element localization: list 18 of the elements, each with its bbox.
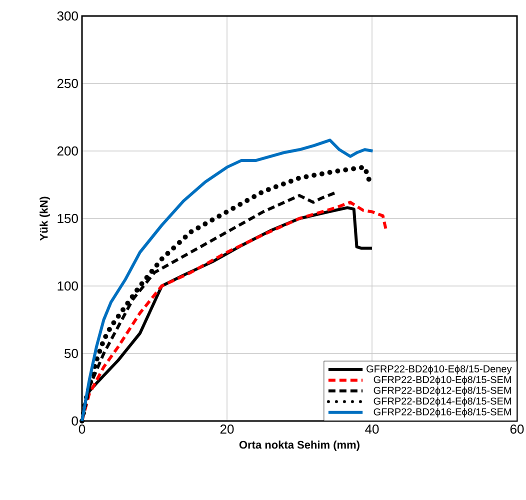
y-tick-label: 0 <box>72 416 78 426</box>
y-tick-label: 250 <box>57 78 78 88</box>
legend-label: GFRP22-BD2ϕ10-Eϕ8/15-Deney <box>366 365 512 374</box>
y-axis-title: Yük (kN) <box>40 196 50 241</box>
x-tick-label: 0 <box>78 424 86 434</box>
x-tick-label: 40 <box>365 424 379 434</box>
y-tick-label: 50 <box>64 348 78 358</box>
y-tick-label: 300 <box>57 11 78 21</box>
x-axis-title: Orta nokta Sehim (mm) <box>239 440 360 451</box>
legend-label: GFRP22-BD2ϕ14-Eϕ8/15-SEM <box>374 397 511 407</box>
legend-label: GFRP22-BD2ϕ12-Eϕ8/15-SEM <box>374 386 511 396</box>
y-tick-label: 150 <box>58 214 78 224</box>
y-tick-label: 100 <box>58 281 78 291</box>
x-tick-label: 60 <box>510 424 524 434</box>
legend-label: GFRP22-BD2ϕ16-Eϕ8/15-SEM <box>374 408 511 418</box>
y-tick-label: 200 <box>57 146 78 156</box>
x-tick-label: 20 <box>220 424 234 434</box>
legend-label: GFRP22-BD2ϕ10-Eϕ8/15-SEM <box>374 376 511 386</box>
